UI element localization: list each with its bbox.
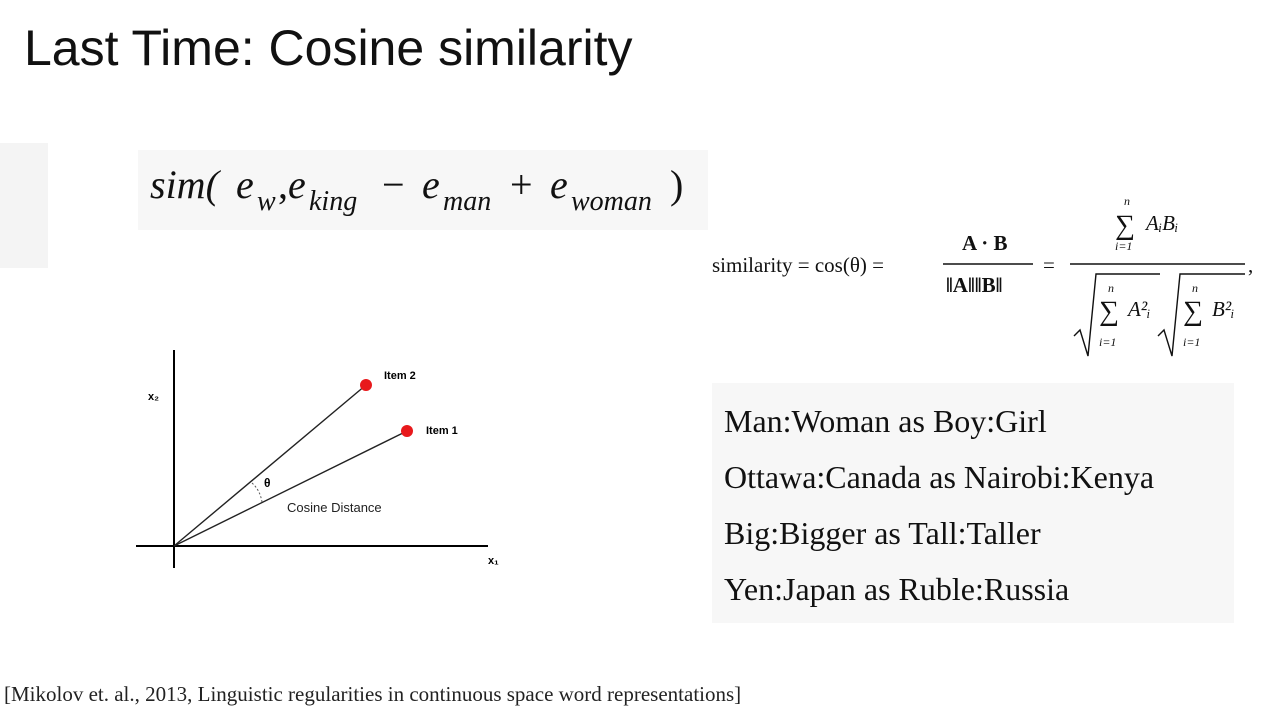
e-woman: e: [550, 162, 568, 207]
similarity-equation: sim( e w , e king − e man + e woman ): [138, 150, 708, 230]
cosine-diagram: x₂ x₁ Item 2 Item 1 θ Cosine Distance: [120, 340, 540, 580]
item1-point: [401, 425, 413, 437]
sim-func: sim(: [150, 162, 222, 207]
analogy-item: Man:Woman as Boy:Girl: [724, 403, 1047, 439]
analogy-item: Big:Bigger as Tall:Taller: [724, 515, 1041, 551]
sqrt-b: [1157, 273, 1245, 357]
theta-label: θ: [264, 476, 271, 490]
item1-label: Item 1: [426, 425, 458, 437]
sub-king: king: [309, 186, 357, 217]
sum2-upper: n: [1108, 281, 1114, 295]
analogy-list: Man:Woman as Boy:Girl Ottawa:Canada as N…: [712, 383, 1234, 623]
term-b2: B²ᵢ: [1212, 297, 1234, 321]
cosine-distance-label: Cosine Distance: [287, 500, 382, 515]
minus-sym: −: [382, 162, 405, 207]
sum3-symbol: ∑: [1183, 296, 1203, 327]
analogy-item: Ottawa:Canada as Nairobi:Kenya: [724, 459, 1155, 495]
vector-item1: [173, 430, 408, 547]
sum2-lower: i=1: [1099, 335, 1116, 349]
angle-arc: [251, 482, 263, 503]
frac1-denominator: ‖A‖‖B‖: [946, 273, 1002, 297]
sub-woman: woman: [571, 186, 652, 217]
comma-sym: ,: [278, 162, 288, 207]
slide-title: Last Time: Cosine similarity: [24, 20, 633, 76]
sum1-symbol: ∑: [1115, 210, 1135, 241]
sub-man: man: [443, 186, 491, 217]
plus-sym: +: [510, 162, 533, 207]
e-man: e: [422, 162, 440, 207]
cosine-formula: similarity = cos(θ) = A · B ‖A‖‖B‖ = n ∑…: [700, 190, 1270, 365]
vector-item2: [173, 384, 367, 547]
term-ab: AᵢBᵢ: [1144, 211, 1178, 235]
analogy-item: Yen:Japan as Ruble:Russia: [724, 571, 1070, 607]
sum3-lower: i=1: [1183, 335, 1200, 349]
e-king: e: [288, 162, 306, 207]
x-axis-label: x₁: [488, 555, 499, 567]
close-paren: ): [670, 162, 683, 207]
formula-lhs: similarity = cos(θ) =: [712, 253, 884, 277]
item2-point: [360, 379, 372, 391]
sum1-lower: i=1: [1115, 239, 1132, 253]
decorative-shade: [0, 143, 48, 268]
sum1-upper: n: [1124, 194, 1130, 208]
citation: [Mikolov et. al., 2013, Linguistic regul…: [4, 682, 742, 706]
y-axis-label: x₂: [148, 391, 159, 403]
sum3-upper: n: [1192, 281, 1198, 295]
item2-label: Item 2: [384, 370, 416, 382]
e-w: e: [236, 162, 254, 207]
sub-w: w: [257, 186, 276, 217]
frac1-numerator: A · B: [962, 231, 1008, 255]
trailing-comma: ,: [1248, 253, 1253, 277]
sqrt-a: [1073, 273, 1160, 357]
term-a2: A²ᵢ: [1126, 297, 1150, 321]
equals-sign: =: [1043, 253, 1055, 277]
sum2-symbol: ∑: [1099, 296, 1119, 327]
